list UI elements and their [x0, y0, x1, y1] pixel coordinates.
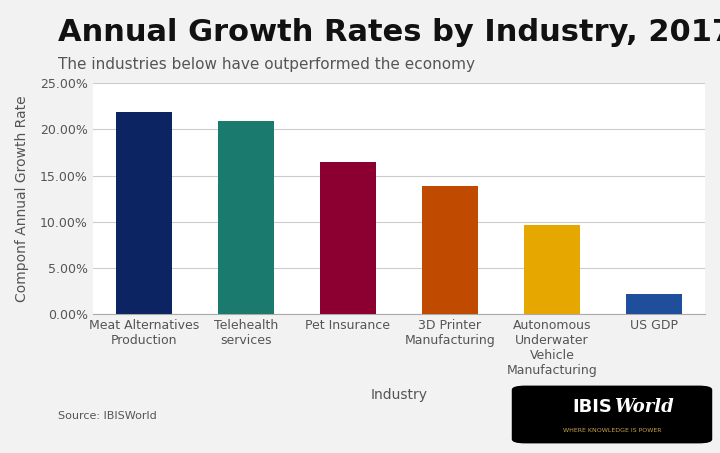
FancyBboxPatch shape	[512, 386, 712, 443]
Y-axis label: Componf Annual Growth Rate: Componf Annual Growth Rate	[15, 95, 29, 302]
Text: WHERE KNOWLEDGE IS POWER: WHERE KNOWLEDGE IS POWER	[563, 428, 661, 433]
Bar	[218, 121, 274, 314]
Bar	[422, 186, 478, 314]
Text: Annual Growth Rates by Industry, 2017-2022: Annual Growth Rates by Industry, 2017-20…	[58, 18, 720, 47]
Bar	[116, 112, 172, 314]
Bar	[626, 294, 682, 314]
Text: Source: IBISWorld: Source: IBISWorld	[58, 411, 156, 421]
Text: World: World	[613, 398, 673, 416]
Text: IBIS: IBIS	[572, 398, 612, 416]
X-axis label: Industry: Industry	[370, 388, 428, 402]
Bar	[524, 225, 580, 314]
Bar	[320, 162, 376, 314]
Text: The industries below have outperformed the economy: The industries below have outperformed t…	[58, 57, 474, 72]
